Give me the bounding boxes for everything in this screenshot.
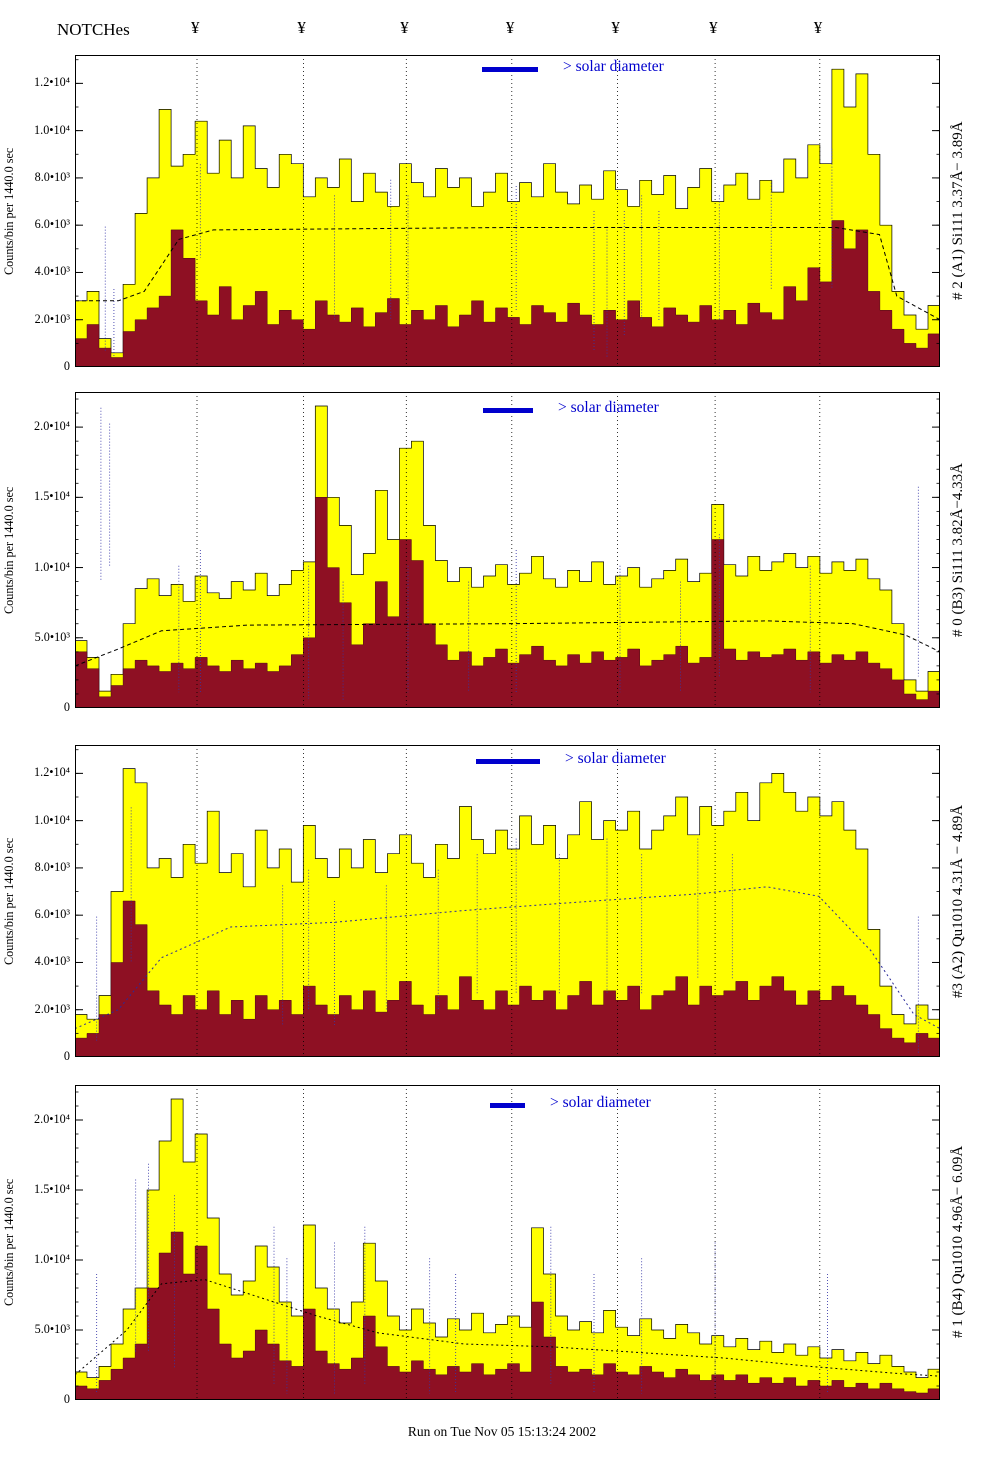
- panel-4-plot: [75, 1085, 940, 1400]
- panel-3-plot: [75, 745, 940, 1057]
- y-tick-label: 1.2•10⁴: [34, 765, 70, 780]
- panel-2-ylabel: Counts/bin per 1440.0 sec: [2, 486, 16, 614]
- y-tick-label: 0: [63, 1049, 70, 1063]
- notch-symbol: ¥: [813, 18, 823, 37]
- solar-diameter-label: > solar diameter: [550, 1094, 651, 1111]
- y-tick-label: 6.0•10³: [34, 217, 70, 232]
- background-counts-histogram: [75, 1231, 940, 1400]
- y-tick-label: 1.0•10⁴: [34, 559, 70, 574]
- total-counts-histogram: [75, 1098, 940, 1400]
- solar-diameter-legend-2: > solar diameter: [483, 399, 659, 417]
- y-tick-label: 4.0•10³: [34, 264, 70, 279]
- solar-diameter-legend-1: > solar diameter: [482, 58, 664, 76]
- notch-symbol: ¥: [505, 18, 515, 37]
- running-average-line: [75, 886, 940, 1030]
- plot-frame: [75, 392, 940, 708]
- y-tick-label: 2.0•10³: [34, 311, 70, 326]
- solar-diameter-bar: [483, 408, 533, 413]
- y-tick-label: 8.0•10³: [34, 169, 70, 184]
- y-tick-label: 2.0•10³: [34, 1001, 70, 1016]
- y-tick-label: 0: [63, 1392, 70, 1406]
- y-tick-label: 8.0•10³: [34, 859, 70, 874]
- background-counts-histogram: [75, 220, 940, 367]
- solar-diameter-bar: [490, 1103, 525, 1108]
- y-tick-label: 1.5•10⁴: [34, 1182, 70, 1196]
- notch-symbol: ¥: [400, 18, 409, 37]
- solar-diameter-label: > solar diameter: [558, 399, 659, 416]
- solar-diameter-bar: [482, 67, 538, 72]
- y-tick-label: 0: [63, 359, 70, 373]
- y-tick-label: 0: [63, 700, 70, 714]
- running-average-line: [75, 1279, 940, 1377]
- run-timestamp: Run on Tue Nov 05 15:13:24 2002: [407, 1424, 597, 1439]
- y-tick-label: 2.0•10⁴: [34, 1112, 70, 1126]
- total-counts-histogram: [75, 68, 940, 367]
- y-tick-label: 4.0•10³: [34, 954, 70, 969]
- plot-frame: [75, 1085, 940, 1400]
- panel-1-plot: [75, 55, 940, 367]
- panel-2-plot: [75, 392, 940, 708]
- y-tick-label: 1.5•10⁴: [34, 489, 70, 504]
- plot-frame: [75, 55, 940, 367]
- plot-frame: [75, 745, 940, 1057]
- notch-symbol: ¥: [190, 18, 200, 37]
- y-tick-label: 2.0•10⁴: [34, 419, 70, 434]
- solar-diameter-label: > solar diameter: [565, 750, 666, 767]
- solar-diameter-bar: [476, 759, 540, 764]
- notches-label: NOTCHes: [57, 20, 130, 39]
- running-average-line: [75, 227, 940, 321]
- panel-4-ylabel: Counts/bin per 1440.0 sec: [2, 1178, 16, 1307]
- y-tick-label: 1.0•10⁴: [34, 1252, 70, 1266]
- notch-symbol: ¥: [611, 18, 620, 37]
- panel-1-title: # 2 (A1) Si111 3.37Å− 3.89Å: [950, 121, 966, 301]
- solar-diameter-legend-4: > solar diameter: [490, 1094, 651, 1112]
- y-tick-label: 1.2•10⁴: [34, 75, 70, 90]
- background-counts-histogram: [75, 497, 940, 708]
- solar-diameter-legend-3: > solar diameter: [476, 750, 666, 768]
- y-tick-label: 1.0•10⁴: [34, 812, 70, 827]
- y-tick-label: 5.0•10³: [34, 629, 70, 644]
- notch-symbol: ¥: [297, 18, 306, 37]
- y-tick-label: 1.0•10⁴: [34, 122, 70, 137]
- panel-3-title: #3 (A2) Qu1010 4.31Å − 4.89Å: [950, 804, 966, 998]
- running-average-line: [75, 620, 940, 667]
- solar-diameter-label: > solar diameter: [563, 58, 664, 75]
- notch-symbol: ¥: [709, 18, 718, 37]
- background-counts-histogram: [75, 900, 940, 1057]
- panel-4-title: # 1 (B4) Qu1010 4.96Å− 6.09Å: [950, 1145, 966, 1339]
- panel-2-title: # 0 (B3) Si111 3.82Å−4.33Å: [950, 462, 966, 638]
- y-tick-label: 6.0•10³: [34, 907, 70, 922]
- y-tick-label: 5.0•10³: [34, 1322, 70, 1336]
- total-counts-histogram: [75, 768, 940, 1057]
